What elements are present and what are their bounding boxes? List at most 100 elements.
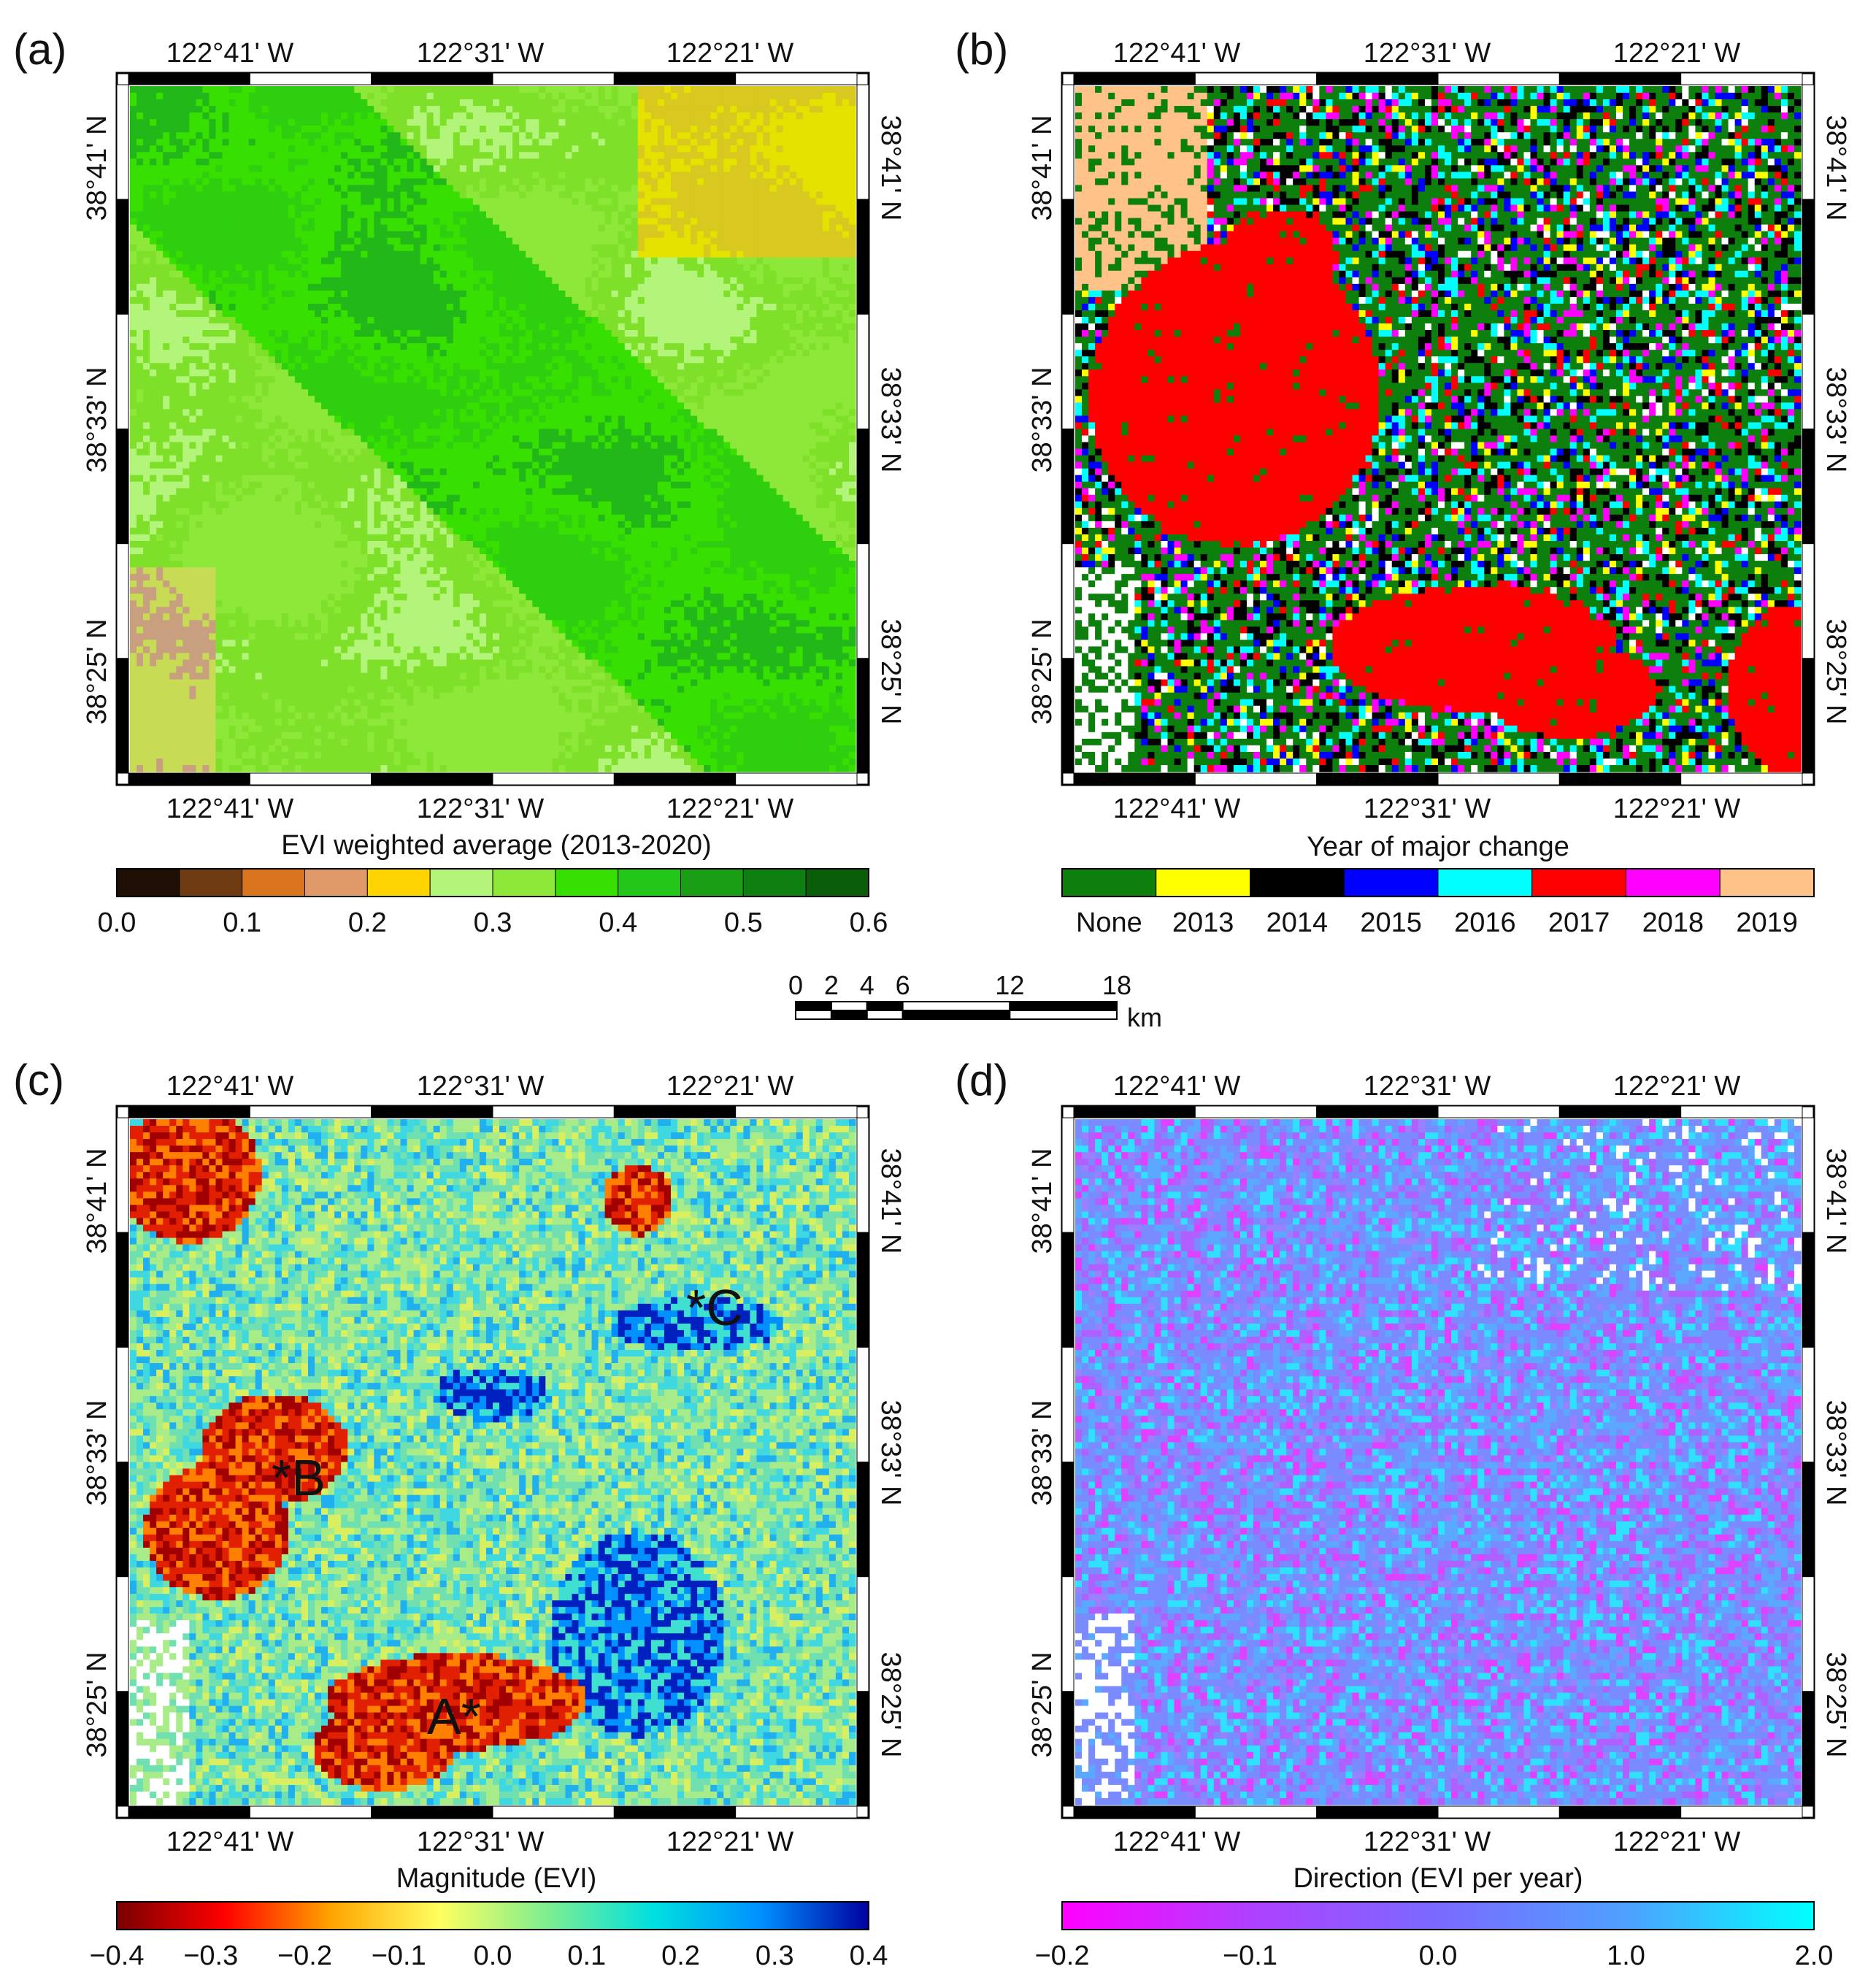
lon-label-bottom: 122°31' W [1364, 794, 1491, 824]
legend-swatch [618, 869, 681, 897]
lon-label-top: 122°41' W [1113, 38, 1241, 69]
legend-tick-label: 0.3 [756, 1941, 794, 1971]
frame-bar [1681, 1806, 1802, 1818]
legend-gradient-bar [117, 1902, 869, 1930]
lat-label-left: 38°25' N [1027, 1652, 1058, 1758]
scale-segment [903, 1002, 1010, 1010]
marker-a: A* [427, 1688, 481, 1745]
frame-bar [117, 1462, 128, 1577]
scale-segment [867, 1010, 903, 1019]
direction-map [1075, 1119, 1802, 1805]
lon-label-top: 122°21' W [1613, 38, 1741, 69]
lat-label-right: 38°33' N [1821, 1400, 1851, 1506]
legend-swatch [1250, 869, 1345, 897]
legend-swatch [556, 869, 618, 897]
frame-bar [1062, 544, 1074, 659]
frame-bar [857, 1232, 869, 1347]
lat-label-right: 38°41' N [875, 1148, 906, 1254]
scale-tick-label: 4 [860, 970, 874, 1000]
legend-category-label: 2016 [1454, 907, 1516, 938]
legend-swatch [180, 869, 242, 897]
frame-bar [117, 314, 128, 429]
frame-bar [1317, 73, 1438, 85]
frame-bar [493, 73, 614, 85]
frame-bar [128, 1106, 250, 1118]
frame-bar [614, 773, 735, 785]
scale-segment [831, 1010, 867, 1019]
legend-tick-label: −0.1 [372, 1941, 426, 1971]
frame-bar [857, 199, 869, 314]
magnitude-legend: −0.4 −0.3 −0.2 −0.1 0.0 0.1 0.2 0.3 0.4 [89, 1902, 888, 1971]
frame-bar [1681, 73, 1802, 85]
frame-bar [1062, 199, 1074, 314]
frame-bar [117, 1232, 128, 1347]
frame-bar [736, 1806, 857, 1818]
frame-bar [1559, 773, 1680, 785]
panel-letter: (d) [955, 1056, 1008, 1105]
scale-segment [867, 1002, 903, 1010]
direction-legend: −0.2 −0.1 0.0 1.0 2.0 [1034, 1902, 1833, 1971]
frame-bar [493, 1806, 614, 1818]
frame-bar [128, 773, 250, 785]
frame-bar [1802, 314, 1814, 429]
frame-bar [1062, 1692, 1074, 1806]
legend-tick-label: 1.0 [1607, 1941, 1645, 1971]
panel-c: (c) 122°41' W 122°31' W 122°21' W 122°41… [13, 1056, 906, 1971]
frame-bar [736, 73, 857, 85]
frame-bar [1802, 1347, 1814, 1462]
frame-bar [1195, 773, 1316, 785]
lon-label-top: 122°21' W [666, 38, 794, 69]
lat-label-right: 38°25' N [875, 619, 906, 725]
scale-tick-label: 12 [995, 970, 1024, 1000]
year-legend: None 2013 2014 2015 2016 2017 2018 2019 [1062, 869, 1814, 938]
scale-tick-label: 0 [788, 970, 803, 1000]
legend-swatch [806, 869, 869, 897]
legend-category-label: 2015 [1360, 907, 1422, 938]
legend-swatch [493, 869, 556, 897]
frame-bar [857, 1692, 869, 1806]
legend-title: Direction (EVI per year) [1293, 1863, 1583, 1894]
panel-d: (d) 122°41' W 122°31' W 122°21' W 122°41… [955, 1056, 1851, 1971]
panel-letter: (c) [13, 1056, 64, 1105]
frame-bar [128, 1806, 250, 1818]
frame-bar [857, 1347, 869, 1462]
frame-bar [1074, 73, 1195, 85]
lat-label-left: 38°25' N [1027, 619, 1058, 725]
frame-bar [117, 1577, 128, 1692]
frame-bar [1802, 199, 1814, 314]
frame-bar [1062, 1462, 1074, 1577]
legend-tick-label: 0.4 [599, 907, 637, 938]
frame-bar [372, 773, 493, 785]
frame-bar [250, 73, 371, 85]
legend-swatch [1720, 869, 1814, 897]
frame-bar [1802, 1232, 1814, 1347]
legend-tick-label: 0.0 [1419, 1941, 1458, 1971]
legend-tick-label: 0.0 [474, 1941, 512, 1971]
panel-a: (a) 122°41' W 122°31' W 122°21' W 122°41… [13, 25, 906, 938]
lon-label-bottom: 122°41' W [166, 794, 294, 824]
frame-bar [857, 85, 869, 199]
legend-tick-label: 0.1 [567, 1941, 606, 1971]
lon-label-top: 122°41' W [166, 38, 294, 69]
frame-bar [1438, 1806, 1559, 1818]
frame-bar [1195, 73, 1316, 85]
evi-map [130, 86, 856, 772]
legend-swatch [305, 869, 368, 897]
frame-bar [250, 773, 371, 785]
scale-segment [1010, 1010, 1117, 1019]
frame-bar [1317, 773, 1438, 785]
lat-label-right: 38°25' N [875, 1652, 906, 1758]
frame-bar [1802, 1692, 1814, 1806]
legend-gradient-bar [1062, 1902, 1814, 1930]
frame-bar [128, 73, 250, 85]
scale-segment [796, 1002, 831, 1010]
lon-label-bottom: 122°21' W [666, 794, 794, 824]
legend-swatch [367, 869, 430, 897]
scale-segment [903, 1010, 1010, 1019]
lon-label-top: 122°21' W [666, 1071, 794, 1102]
frame-bar [1559, 1806, 1680, 1818]
legend-tick-label: 0.4 [850, 1941, 888, 1971]
frame-bar [117, 659, 128, 773]
lon-label-bottom: 122°41' W [1113, 1827, 1241, 1857]
